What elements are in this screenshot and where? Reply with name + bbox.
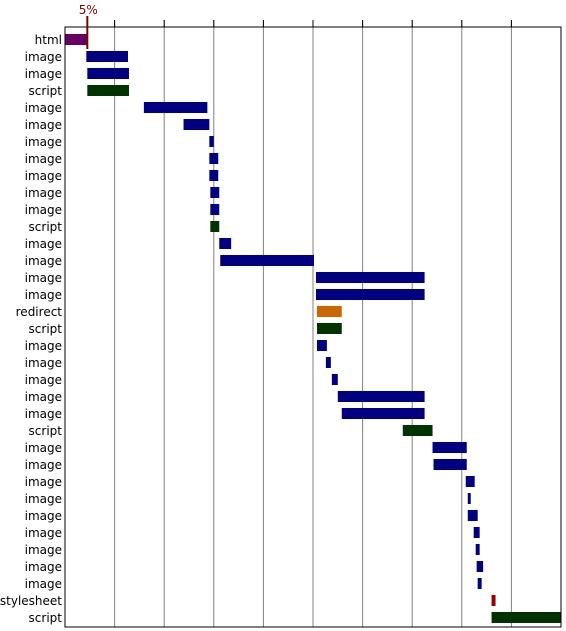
bar-image	[220, 255, 314, 266]
row-label: image	[25, 288, 62, 302]
bar-image	[433, 459, 467, 470]
bar-image	[432, 442, 467, 453]
row-label: redirect	[16, 305, 63, 319]
bar-image	[210, 204, 220, 215]
row-label: image	[25, 509, 62, 523]
row-label: image	[25, 135, 62, 149]
row-label: image	[25, 237, 62, 251]
marker-layer: 5%	[79, 3, 98, 49]
bar-image	[473, 527, 480, 538]
bar-image	[467, 493, 471, 504]
row-label: image	[25, 186, 62, 200]
bar-image	[210, 187, 220, 198]
bar-image	[341, 408, 425, 419]
bar-layer	[65, 34, 561, 623]
row-label: image	[25, 356, 62, 370]
row-label: image	[25, 407, 62, 421]
row-label: image	[25, 271, 62, 285]
row-label: image	[25, 577, 62, 591]
marker-label: 5%	[79, 3, 98, 17]
bar-image	[465, 476, 475, 487]
bar-image	[209, 170, 219, 181]
bar-image	[87, 68, 129, 79]
bar-image	[331, 374, 338, 385]
bar-image	[337, 391, 425, 402]
grid-layer	[114, 20, 512, 627]
row-label: image	[25, 373, 62, 387]
bar-image	[475, 544, 480, 555]
bar-image	[86, 51, 128, 62]
row-label: script	[29, 611, 63, 625]
bar-image	[183, 119, 210, 130]
row-label: image	[25, 67, 62, 81]
row-label: image	[25, 101, 62, 115]
row-label: image	[25, 458, 62, 472]
bar-image	[316, 340, 327, 351]
row-label: image	[25, 169, 62, 183]
bar-image	[325, 357, 331, 368]
bar-image	[209, 136, 214, 147]
bar-image	[315, 272, 425, 283]
bar-image	[477, 578, 482, 589]
row-label: image	[25, 50, 62, 64]
row-label: html	[35, 33, 62, 47]
row-label: image	[25, 526, 62, 540]
row-label: image	[25, 152, 62, 166]
bar-stylesheet	[491, 595, 496, 606]
bar-image	[467, 510, 478, 521]
bar-script	[402, 425, 433, 436]
row-label: image	[25, 254, 62, 268]
row-label: script	[29, 84, 63, 98]
row-label: image	[25, 492, 62, 506]
row-label: script	[29, 220, 63, 234]
bar-script	[210, 221, 220, 232]
axis-layer	[64, 20, 562, 628]
row-label: image	[25, 339, 62, 353]
row-label: image	[25, 560, 62, 574]
row-label: image	[25, 390, 62, 404]
row-label-layer: html image image script image image image image…	[0, 33, 62, 625]
bar-redirect	[316, 306, 342, 317]
bar-script	[87, 85, 129, 96]
bar-image	[315, 289, 425, 300]
row-label: image	[25, 543, 62, 557]
row-label: script	[29, 424, 63, 438]
bar-script	[491, 612, 561, 623]
bar-html	[65, 34, 88, 45]
bar-image	[219, 238, 232, 249]
bar-script	[316, 323, 342, 334]
bar-image	[143, 102, 208, 113]
bar-image	[209, 153, 219, 164]
row-label: image	[25, 203, 62, 217]
row-label: image	[25, 441, 62, 455]
row-label: image	[25, 118, 62, 132]
row-label: image	[25, 475, 62, 489]
row-label: script	[29, 322, 63, 336]
row-label: stylesheet	[0, 594, 62, 608]
bar-image	[476, 561, 484, 572]
